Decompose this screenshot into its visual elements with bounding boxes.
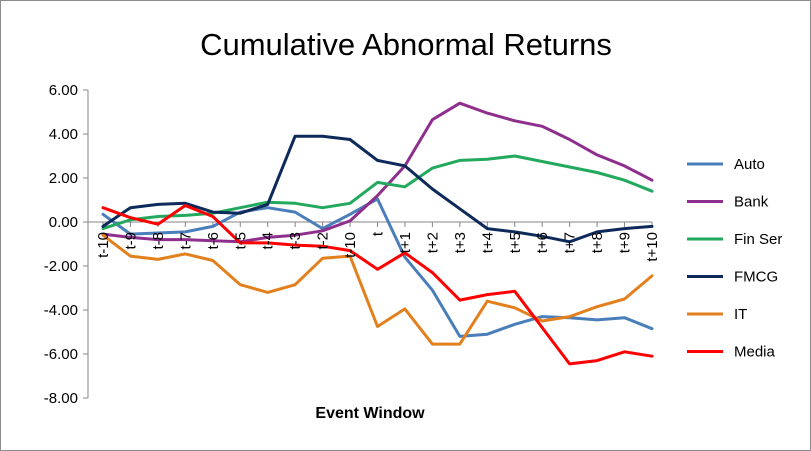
- x-tick-label: t+3: [452, 232, 469, 253]
- series-lines: [101, 101, 654, 366]
- legend-label-fmcg: FMCG: [734, 269, 778, 286]
- legend-label-auto: Auto: [734, 156, 765, 173]
- legend-label-it: IT: [734, 306, 747, 323]
- series-line-media: [101, 204, 654, 366]
- series-line-fin-ser: [101, 154, 654, 231]
- x-tick-label: t-9: [122, 232, 139, 250]
- x-tick-label: t-4: [260, 232, 277, 250]
- x-tick-label: t+1: [397, 232, 414, 253]
- y-tick-label: -4.00: [44, 302, 78, 319]
- x-tick-label: t+6: [534, 232, 551, 253]
- x-axis: [88, 221, 653, 227]
- legend-label-media: Media: [734, 344, 776, 361]
- y-axis: 6.00 4.00 2.00 0.00 -2.00 -4.00 -6.00 -8.00: [44, 82, 89, 407]
- legend: Auto Bank Fin Ser FMCG IT Media: [687, 156, 782, 361]
- x-tick-label: t: [370, 231, 387, 236]
- chart-title: Cumulative Abnormal Returns: [200, 27, 612, 62]
- x-tick-label: t-10: [342, 232, 359, 258]
- y-tick-label: 2.00: [49, 170, 78, 187]
- x-tick-label: t-8: [150, 232, 167, 250]
- x-tick-label: t+4: [479, 232, 496, 253]
- x-tick-label: t-5: [232, 232, 249, 250]
- x-tick-label: t-6: [205, 232, 222, 250]
- y-tick-label: -8.00: [44, 390, 78, 407]
- x-tick-label: t-2: [315, 232, 332, 250]
- x-tick-label: t-3: [287, 232, 304, 250]
- legend-label-fin-ser: Fin Ser: [734, 231, 782, 248]
- x-tick-label: t+8: [589, 232, 606, 253]
- x-tick-label: t+7: [562, 232, 579, 253]
- x-tick-label: t+10: [644, 232, 661, 262]
- x-axis-title: Event Window: [315, 405, 425, 422]
- x-tick-label: t+9: [617, 232, 634, 253]
- x-tick-label: t-10: [95, 232, 112, 258]
- legend-label-bank: Bank: [734, 194, 769, 211]
- series-line-fmcg: [101, 134, 654, 244]
- y-tick-label: -6.00: [44, 346, 78, 363]
- x-tick-label: t+5: [507, 232, 524, 253]
- y-tick-label: 0.00: [49, 214, 78, 231]
- y-tick-label: -2.00: [44, 258, 78, 275]
- x-tick-label: t+2: [424, 232, 441, 253]
- x-tick-labels: t-10 t-9 t-8 t-7 t-6 t-5 t-4 t-3 t-2 t-10 t t+1 t+2 t…: [95, 231, 661, 261]
- series-line-it: [101, 233, 654, 346]
- x-tick-label: t-7: [177, 232, 194, 250]
- y-tick-label: 4.00: [49, 126, 78, 143]
- y-tick-label: 6.00: [49, 82, 78, 99]
- series-line-bank: [101, 101, 654, 244]
